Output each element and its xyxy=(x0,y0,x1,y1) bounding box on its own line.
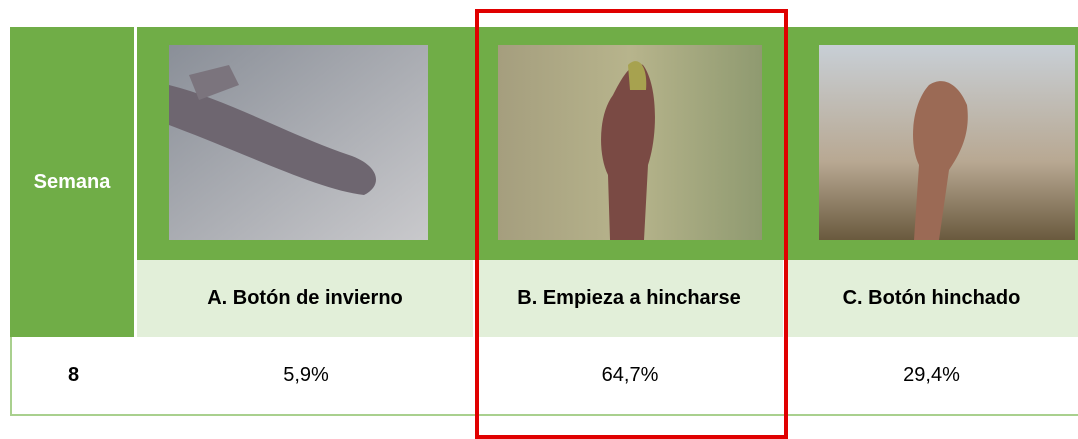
page: Semana A. Botón de invierno B. Empieza a… xyxy=(0,0,1078,428)
row-header: Semana xyxy=(10,27,136,337)
column-header: C. Botón hinchado xyxy=(785,260,1078,337)
photo xyxy=(819,45,1075,240)
photo xyxy=(169,45,428,240)
cell: 5,9% xyxy=(137,337,475,414)
cell: 8 xyxy=(10,337,137,414)
cell: 29,4% xyxy=(785,337,1078,414)
column-header: A. Botón de invierno xyxy=(137,260,475,337)
highlight-box xyxy=(475,9,788,439)
